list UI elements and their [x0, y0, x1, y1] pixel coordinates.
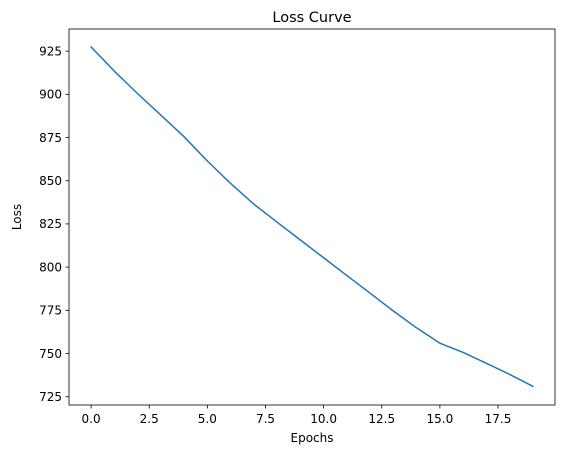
y-tick-label: 900 — [39, 88, 62, 102]
plot-frame — [68, 28, 556, 406]
x-tick-label: 17.5 — [485, 412, 512, 426]
y-axis-label: Loss — [10, 204, 24, 230]
chart-title: Loss Curve — [272, 10, 351, 26]
y-tick-label: 725 — [39, 390, 62, 404]
y-tick-label: 825 — [39, 217, 62, 231]
x-axis-ticks: 0.0 2.5 5.0 7.5 10.0 12.5 15.0 17.5 — [82, 405, 512, 426]
x-tick-label: 7.5 — [256, 412, 275, 426]
series-layer — [90, 45, 534, 388]
x-tick-label: 12.5 — [368, 412, 395, 426]
x-tick-label: 2.5 — [140, 412, 159, 426]
loss-series-line — [90, 45, 534, 388]
plot-area — [69, 29, 555, 405]
x-tick-label: 0.0 — [82, 412, 101, 426]
y-tick-label: 800 — [39, 260, 62, 274]
x-axis-label: Epochs — [291, 431, 334, 445]
y-tick-label: 850 — [39, 174, 62, 188]
y-tick-label: 775 — [39, 304, 62, 318]
y-tick-label: 875 — [39, 131, 62, 145]
x-tick-label: 10.0 — [310, 412, 337, 426]
y-axis-ticks: 725 750 775 800 825 850 875 900 925 — [39, 44, 69, 404]
y-tick-label: 925 — [39, 44, 62, 58]
x-tick-label: 15.0 — [427, 412, 454, 426]
x-tick-label: 5.0 — [198, 412, 217, 426]
y-tick-label: 750 — [39, 347, 62, 361]
